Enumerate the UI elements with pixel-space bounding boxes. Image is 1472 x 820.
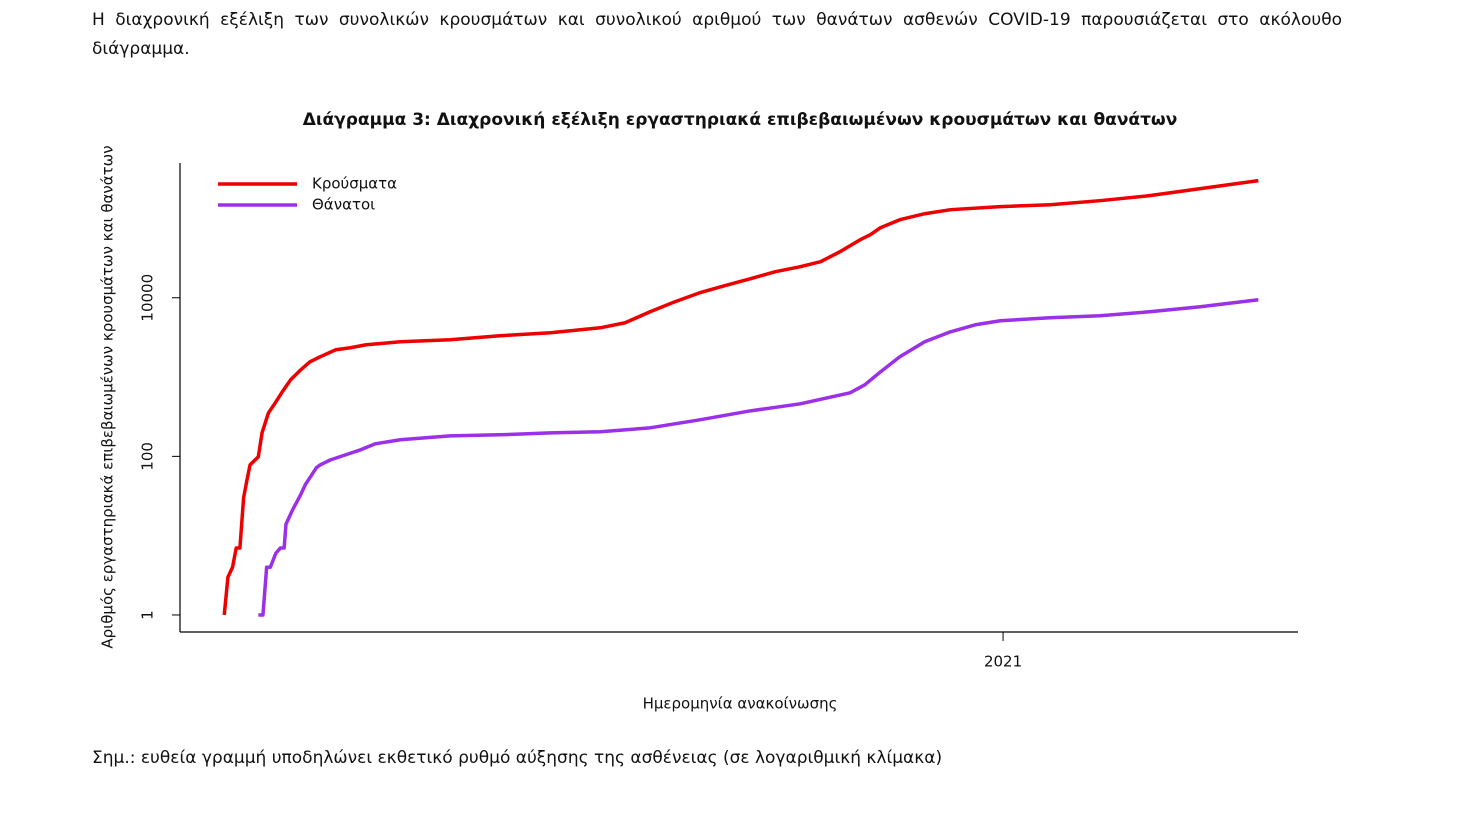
y-tick-label: 10000 (139, 274, 157, 322)
x-axis-label: Ημερομηνία ανακοίνωσης (643, 695, 838, 713)
legend-label: Θάνατοι (312, 196, 375, 214)
chart-title: Διάγραμμα 3: Διαχρονική εξέλιξη εργαστηρ… (303, 110, 1178, 130)
series-line (222, 178, 1259, 616)
x-tick-label: 2021 (984, 653, 1022, 671)
series-line (258, 298, 1259, 617)
y-tick-label: 100 (139, 442, 157, 471)
chart: Διάγραμμα 3: Διαχρονική εξέλιξη εργαστηρ… (99, 110, 1298, 713)
legend-label: Κρούσματα (312, 175, 397, 193)
y-axis-label: Αριθμός εργαστηριακά επιβεβαιωμένων κρου… (99, 145, 117, 648)
y-tick-label: 1 (139, 610, 157, 620)
note: Σημ.: ευθεία γραμμή υποδηλώνει εκθετικό … (92, 748, 943, 768)
intro-paragraph: Η διαχρονική εξέλιξη των συνολικών κρουσ… (92, 10, 1342, 59)
